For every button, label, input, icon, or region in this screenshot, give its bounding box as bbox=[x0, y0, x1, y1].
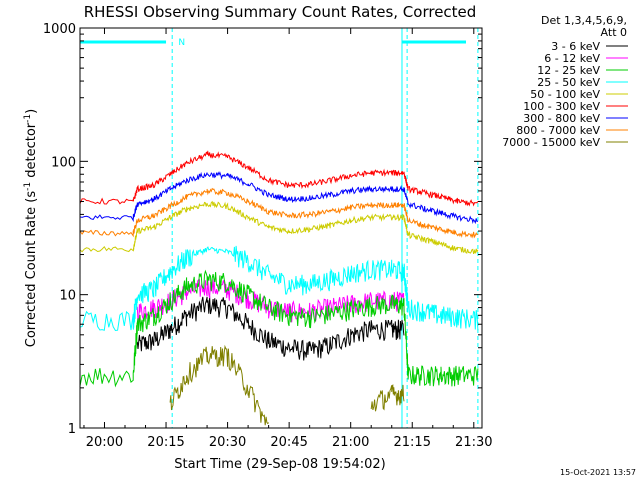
x-tick-label: 21:00 bbox=[332, 435, 369, 450]
series-line bbox=[136, 296, 405, 361]
series-line bbox=[79, 200, 479, 255]
plot-frame bbox=[79, 27, 483, 429]
series-line bbox=[79, 245, 479, 332]
series-line bbox=[79, 171, 478, 225]
legend-header: Att 0 bbox=[601, 26, 627, 39]
series-line bbox=[79, 150, 479, 207]
x-tick-label: 20:45 bbox=[270, 435, 307, 450]
x-tick-label: 20:30 bbox=[209, 435, 246, 450]
plot-area: N 20:00 20:15 20:30 20:45 21:00 21:15 21:30 1 1… bbox=[43, 22, 493, 450]
y-tick-label: 100 bbox=[51, 155, 76, 170]
series-line bbox=[136, 278, 405, 324]
series-line bbox=[79, 187, 479, 239]
timestamp: 15-Oct-2021 13:57 bbox=[560, 468, 636, 477]
legend-label: 800 - 7000 keV bbox=[516, 124, 600, 137]
x-tick-label: 21:15 bbox=[394, 435, 431, 450]
legend-label: 7000 - 15000 keV bbox=[502, 136, 600, 149]
legend-label: 300 - 800 keV bbox=[523, 112, 600, 125]
night-label: N bbox=[178, 38, 185, 48]
x-tick-label: 20:00 bbox=[86, 435, 123, 450]
y-tick-label: 1 bbox=[68, 422, 76, 437]
legend-label: 50 - 100 keV bbox=[530, 88, 600, 101]
x-axis-label: Start Time (29-Sep-08 19:54:02) bbox=[174, 457, 385, 472]
legend-label: 6 - 12 keV bbox=[544, 52, 600, 65]
chart-title: RHESSI Observing Summary Count Rates, Co… bbox=[84, 3, 477, 21]
y-axis-label: Corrected Count Rate (s-1 detector-1) bbox=[23, 109, 39, 347]
x-tick-label: 20:15 bbox=[147, 435, 184, 450]
y-tick-label: 10 bbox=[59, 289, 76, 304]
legend-label: 100 - 300 keV bbox=[523, 100, 600, 113]
legend-label: 25 - 50 keV bbox=[537, 76, 600, 89]
legend-label: 3 - 6 keV bbox=[551, 40, 600, 53]
series-line bbox=[79, 269, 479, 388]
y-tick-label: 1000 bbox=[43, 22, 76, 37]
series-line bbox=[169, 344, 405, 426]
x-tick-label: 21:30 bbox=[455, 435, 492, 450]
legend-header: Det 1,3,4,5,6,9, bbox=[541, 14, 627, 27]
legend-label: 12 - 25 keV bbox=[537, 64, 600, 77]
